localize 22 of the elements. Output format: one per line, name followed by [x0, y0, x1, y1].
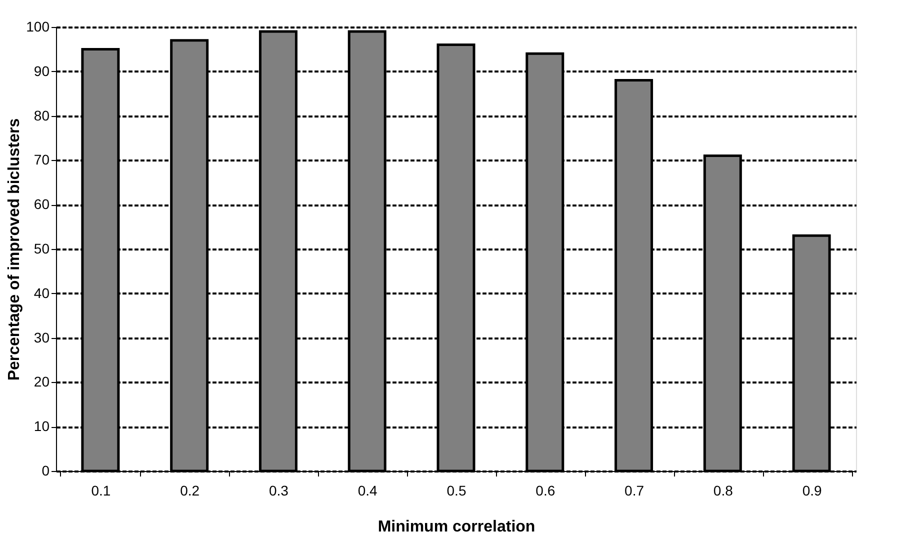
x-tick-label: 0.8 — [713, 482, 734, 498]
y-tick-label: 90 — [34, 62, 50, 79]
y-tick-label: 30 — [34, 329, 50, 346]
x-axis-title: Minimum correlation — [378, 518, 536, 536]
y-tick-label: 20 — [34, 374, 50, 390]
x-tick-label: 0.5 — [446, 482, 466, 498]
x-tick-label: 0.4 — [358, 482, 378, 498]
y-tick-label: 60 — [34, 196, 50, 212]
x-tick-label: 0.6 — [536, 482, 556, 498]
x-tick-label: 0.3 — [268, 482, 289, 498]
y-tick-label: 50 — [34, 240, 50, 256]
y-axis-title: Percentage of improved biclusters — [6, 118, 24, 381]
y-tick-label: 10 — [34, 418, 50, 434]
y-tick-label: 0 — [42, 462, 50, 478]
x-tick-label: 0.7 — [624, 482, 644, 498]
x-tick-label: 0.2 — [180, 482, 200, 498]
y-tick-label: 70 — [34, 152, 50, 168]
y-tick-label: 100 — [26, 18, 50, 34]
x-tick-label: 0.9 — [802, 482, 822, 498]
y-tick-label: 40 — [34, 284, 50, 301]
x-tick-label: 0.1 — [91, 482, 111, 498]
y-tick-label: 80 — [34, 107, 50, 124]
